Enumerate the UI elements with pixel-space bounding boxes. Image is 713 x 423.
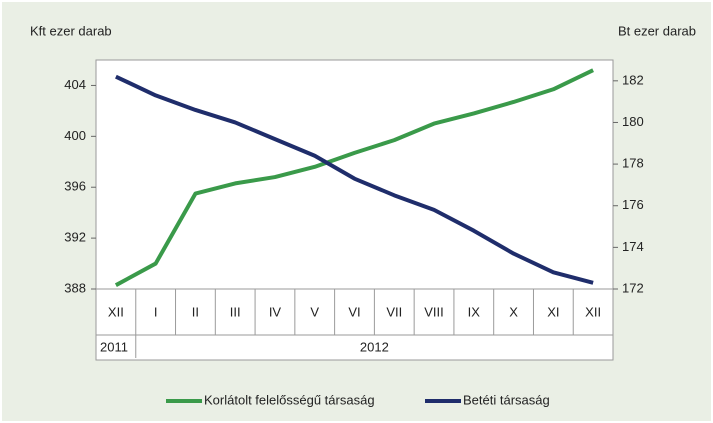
y-tick-label: 388 xyxy=(64,280,86,295)
y2-tick-label: 174 xyxy=(622,239,644,254)
y2-axis-label: Bt ezer darab xyxy=(618,23,696,38)
y2-tick-label: 176 xyxy=(622,197,644,212)
x-tick-label: IX xyxy=(468,304,481,319)
x-tick-label: IV xyxy=(269,304,282,319)
x-tick-label: VII xyxy=(386,304,402,319)
x-tick-label: V xyxy=(310,304,319,319)
x-tick-label: VI xyxy=(348,304,360,319)
y2-tick-label: 182 xyxy=(622,72,644,87)
y2-tick-label: 180 xyxy=(622,114,644,129)
y-tick-label: 400 xyxy=(64,128,86,143)
x-tick-label: VIII xyxy=(424,304,444,319)
y2-tick-label: 178 xyxy=(622,156,644,171)
year-label: 2011 xyxy=(100,339,128,354)
y2-tick-label: 172 xyxy=(622,280,644,295)
y-tick-label: 396 xyxy=(64,179,86,194)
y-tick-label: 392 xyxy=(64,230,86,245)
legend-label: Betéti társaság xyxy=(463,392,550,407)
plot-area xyxy=(95,59,614,361)
legend-label: Korlátolt felelősségű társaság xyxy=(204,392,375,407)
x-tick-label: I xyxy=(154,304,158,319)
y-axis-label: Kft ezer darab xyxy=(30,23,112,38)
line-series xyxy=(114,68,594,287)
year-label: 2012 xyxy=(360,339,389,354)
x-tick-label: X xyxy=(509,304,518,319)
x-tick-label: III xyxy=(230,304,241,319)
x-tick-label: II xyxy=(192,304,199,319)
y-tick-label: 404 xyxy=(64,77,86,92)
x-tick-label: XI xyxy=(547,304,559,319)
line-series xyxy=(115,74,594,285)
x-tick-label: XII xyxy=(108,304,124,319)
x-tick-label: XII xyxy=(585,304,601,319)
